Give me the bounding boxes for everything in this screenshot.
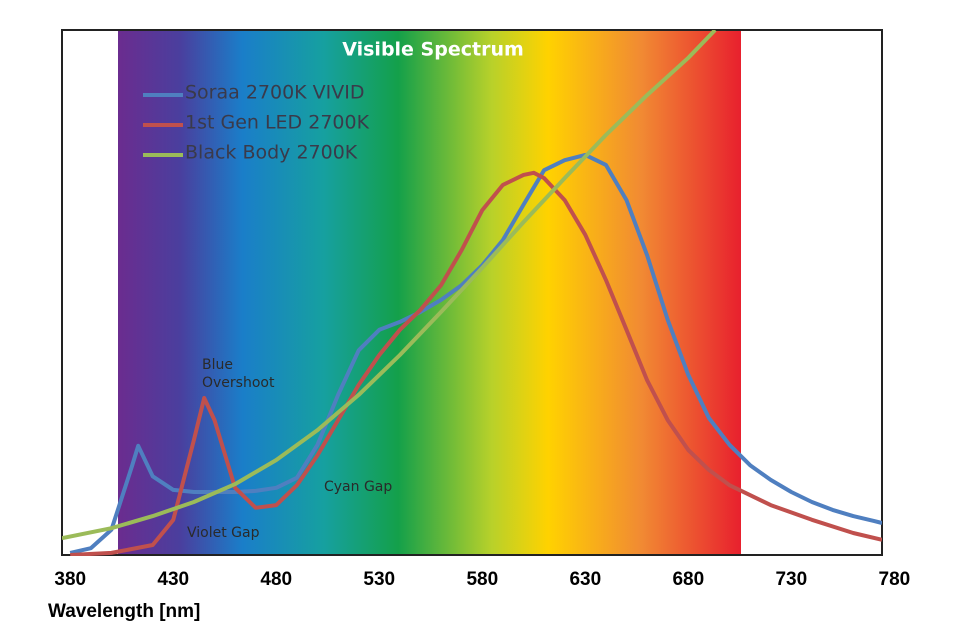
annotation: Cyan Gap	[324, 479, 393, 495]
annotation: Blue Overshoot	[202, 357, 275, 391]
annotation: Violet Gap	[187, 525, 260, 541]
x-tick-label: 680	[672, 569, 704, 590]
x-axis-label: Wavelength [nm]	[48, 601, 200, 622]
series-line	[69, 152, 882, 555]
x-tick-label: 530	[363, 569, 395, 590]
x-tick-label: 380	[54, 569, 86, 590]
x-tick-label: 580	[466, 569, 498, 590]
x-tick-label: 480	[260, 569, 292, 590]
x-tick-label: 430	[157, 569, 189, 590]
x-tick-label: 780	[879, 569, 911, 590]
legend-label: Soraa 2700K VIVID	[185, 82, 365, 104]
visible-band	[118, 30, 741, 555]
x-tick-label: 730	[775, 569, 807, 590]
lines	[62, 30, 882, 556]
series-line	[70, 170, 882, 556]
chart-title: Visible Spectrum	[342, 39, 524, 61]
series-line	[62, 30, 717, 541]
legend-label: Black Body 2700K	[185, 142, 358, 164]
plot-frame	[61, 29, 883, 556]
x-tick-label: 630	[569, 569, 601, 590]
legend-label: 1st Gen LED 2700K	[185, 112, 370, 134]
